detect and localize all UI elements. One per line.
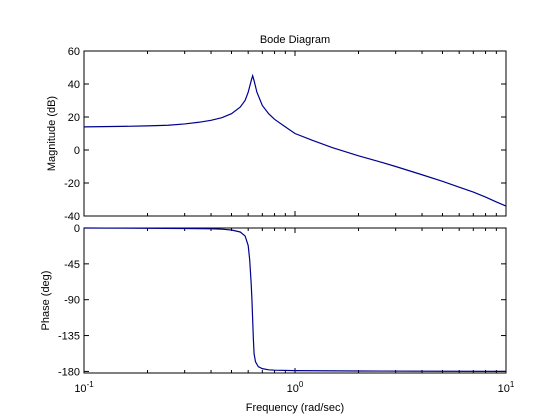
phase-panel: 0 -45 -90 -135 -180 Phase (deg) 10-1 100 101 F… <box>40 223 515 414</box>
magnitude-ytick-labels: -40 -20 0 20 40 60 <box>64 46 80 223</box>
phase-ylabel: Phase (deg) <box>40 271 52 331</box>
frequency-xtick-labels: 10-1 100 101 <box>74 380 515 395</box>
phase-ytick-label: -180 <box>58 366 80 378</box>
magnitude-ytick-label: 0 <box>74 145 80 157</box>
phase-curve <box>83 227 507 373</box>
magnitude-ytick-label: 20 <box>68 112 80 124</box>
frequency-xtick-label: 100 <box>287 380 304 395</box>
phase-ytick-labels: 0 -45 -90 -135 -180 <box>58 223 80 378</box>
frequency-xtick-label: 10-1 <box>74 380 94 395</box>
phase-axes-frame <box>83 227 507 374</box>
magnitude-ytick-label: -20 <box>64 178 80 190</box>
magnitude-ticks <box>83 50 507 217</box>
phase-ticks <box>83 227 507 373</box>
frequency-xtick-label: 101 <box>498 380 515 395</box>
magnitude-ylabel: Magnitude (dB) <box>46 96 58 171</box>
phase-ytick-label: -45 <box>64 259 80 271</box>
phase-ytick-label: -90 <box>64 295 80 307</box>
phase-ytick-label: -135 <box>58 331 80 343</box>
magnitude-ytick-label: 40 <box>68 79 80 91</box>
phase-ytick-label: 0 <box>74 223 80 235</box>
magnitude-ytick-label: -40 <box>64 211 80 223</box>
magnitude-panel: -40 -20 0 20 40 60 Bode Diagram Magnitude (dB… <box>46 34 507 223</box>
magnitude-curve <box>83 73 507 207</box>
chart-title: Bode Diagram <box>260 34 330 46</box>
frequency-xlabel: Frequency (rad/sec) <box>246 402 344 414</box>
magnitude-ytick-label: 60 <box>68 46 80 58</box>
